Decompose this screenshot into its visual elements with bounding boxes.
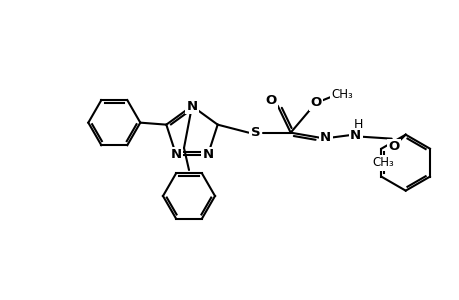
Text: O: O (309, 96, 320, 109)
Text: CH₃: CH₃ (372, 156, 394, 169)
Text: N: N (349, 129, 360, 142)
Text: N: N (202, 148, 213, 161)
Text: O: O (264, 94, 276, 107)
Text: O: O (387, 140, 398, 153)
Text: N: N (319, 131, 330, 144)
Text: N: N (186, 100, 197, 112)
Text: N: N (170, 148, 181, 161)
Text: CH₃: CH₃ (331, 88, 353, 101)
Text: S: S (250, 126, 260, 139)
Text: H: H (353, 118, 363, 131)
